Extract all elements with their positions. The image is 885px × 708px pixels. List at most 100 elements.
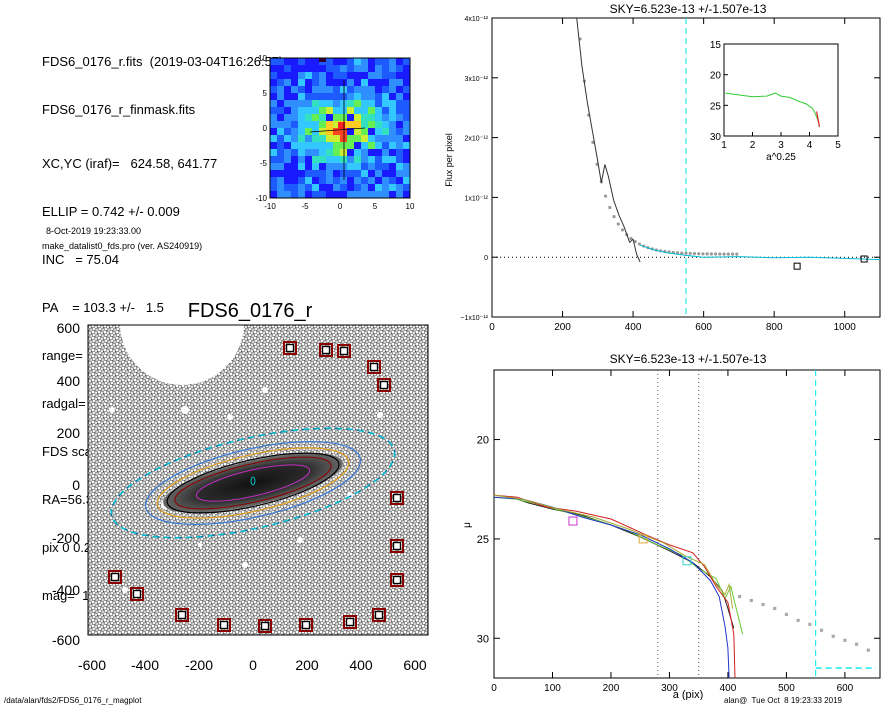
thumb-pixel — [361, 135, 369, 143]
thumb-pixel — [354, 79, 362, 87]
data-point — [855, 642, 859, 646]
thumb-pixel — [403, 191, 411, 199]
image-ytick: -400 — [52, 582, 80, 598]
mask-box-inner — [301, 620, 311, 630]
thumb-pixel — [375, 149, 383, 157]
thumb-pixel — [333, 65, 341, 73]
data-point — [735, 252, 739, 256]
isophote-marker — [638, 534, 648, 544]
thumb-pixel — [270, 170, 278, 178]
thumb-pixel — [354, 128, 362, 136]
mask-box-outer — [367, 360, 381, 374]
thumb-pixel — [305, 156, 313, 164]
thumb-pixel — [277, 93, 285, 101]
data-point — [831, 634, 835, 638]
isophote-red — [174, 456, 332, 510]
thumb-pixel — [361, 79, 369, 87]
mask-box-inner — [345, 617, 355, 627]
thumb-pixel — [284, 114, 292, 122]
thumb-pixel — [375, 79, 383, 87]
thumb-pixel — [284, 170, 292, 178]
thumb-pixel — [305, 149, 313, 157]
thumb-pixel — [312, 170, 320, 178]
footer-user-date: alan@ Tue Oct 8 19:23:33 2019 — [724, 696, 842, 705]
thumb-pixel — [326, 135, 334, 143]
thumb-pixel — [361, 93, 369, 101]
image-xtick: 0 — [249, 657, 257, 673]
mask-box-outer — [390, 573, 404, 587]
thumb-pixel — [319, 170, 327, 178]
thumb-pixel — [291, 107, 299, 115]
thumb-pixel — [277, 142, 285, 150]
data-point — [705, 252, 709, 256]
thumb-pixel — [375, 177, 383, 185]
thumb-pixel — [368, 156, 376, 164]
data-point — [603, 194, 608, 198]
thumb-pixel — [375, 58, 383, 66]
thumb-pixel — [319, 135, 327, 143]
chart-title: SKY=6.523e-13 +/-1.507e-13 — [610, 2, 767, 16]
thumb-pixel — [326, 170, 334, 178]
mask-box-inner — [321, 345, 331, 355]
surface-brightness-chart: SKY=6.523e-13 +/-1.507e-13 μ a (pix) 0 10… — [462, 352, 881, 700]
thumb-pixel — [270, 100, 278, 108]
image-ytick: 400 — [57, 373, 81, 389]
thumb-pixel — [382, 149, 390, 157]
thumb-pixel — [333, 135, 341, 143]
thumb-pixel — [382, 184, 390, 192]
thumb-pixel — [277, 163, 285, 171]
thumb-pixel — [403, 128, 411, 136]
thumb-pixel — [389, 149, 397, 157]
flux-profile-chart: SKY=6.523e-13 +/-1.507e-13 Flux per pixe… — [444, 2, 881, 333]
data-point — [761, 602, 765, 607]
data-point — [784, 612, 789, 617]
thumb-pixel — [284, 149, 292, 157]
data-point — [866, 648, 870, 652]
thumb-pixel — [298, 65, 306, 73]
thumb-pixel — [284, 128, 292, 136]
thumb-pixel — [375, 121, 383, 129]
thumb-pixel — [361, 170, 369, 178]
thumb-pixel — [312, 135, 320, 143]
center-marker — [250, 476, 256, 486]
y-tick-label: 3x10⁻¹² — [464, 76, 488, 83]
thumb-pixel — [389, 191, 397, 199]
thumb-pixel — [403, 177, 411, 185]
thumb-pixel — [361, 107, 369, 115]
thumb-pixel — [368, 114, 376, 122]
thumb-pixel — [340, 58, 348, 66]
data-point — [773, 606, 777, 611]
thumb-pixel — [389, 177, 397, 185]
data-point — [718, 252, 722, 256]
isophote-blue — [144, 441, 362, 525]
data-point — [633, 239, 637, 244]
thumb-pixel — [270, 58, 278, 66]
thumb-pixel — [270, 79, 278, 87]
thumb-pixel — [403, 149, 411, 157]
thumb-ytick: 5 — [263, 89, 268, 98]
data-point — [709, 252, 713, 256]
thumb-ytick: 10 — [258, 54, 267, 63]
thumb-pixel — [270, 135, 278, 143]
thumb-pixel — [340, 184, 348, 192]
thumb-pixel — [375, 100, 383, 108]
thumb-pixel — [298, 121, 306, 129]
thumb-pixel — [375, 65, 383, 73]
thumb-pixel — [298, 163, 306, 171]
thumb-pixel — [319, 86, 327, 94]
thumb-pixel — [375, 72, 383, 80]
thumb-pixel — [389, 86, 397, 94]
mask-boxes — [108, 341, 404, 633]
image-xtick: -400 — [131, 657, 159, 673]
isophote-marker — [682, 556, 692, 566]
thumb-pixel — [389, 121, 397, 129]
thumb-pixel — [326, 163, 334, 171]
thumb-pixel — [270, 156, 278, 164]
thumb-pixel — [382, 65, 390, 73]
mask-box-outer — [343, 615, 357, 629]
thumb-pixel — [326, 114, 334, 122]
plot-frame — [493, 369, 881, 679]
thumb-pixel — [403, 86, 411, 94]
x-tick-label: 400 — [720, 683, 737, 694]
thumb-pixel — [277, 114, 285, 122]
